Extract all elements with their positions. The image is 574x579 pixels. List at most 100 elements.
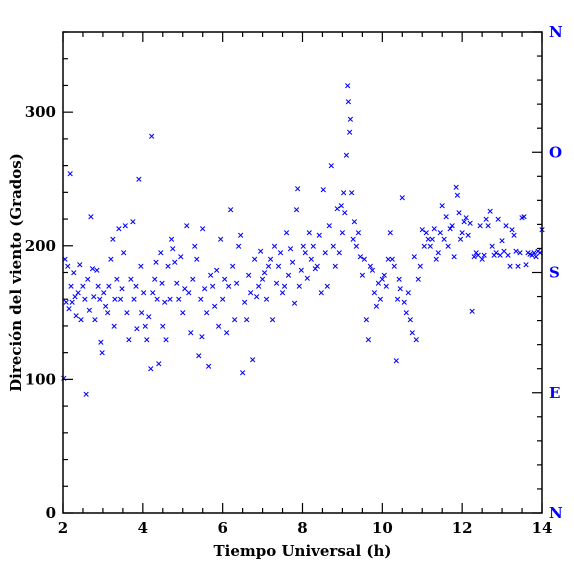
data-point: × <box>351 218 359 228</box>
data-point: × <box>319 186 327 196</box>
data-point: × <box>133 325 141 335</box>
data-point: × <box>199 224 207 234</box>
data-point: × <box>416 262 424 272</box>
data-point: × <box>403 309 411 319</box>
data-point: × <box>480 251 488 261</box>
data-point: × <box>269 315 277 325</box>
data-point: × <box>227 206 235 216</box>
compass-label: S <box>549 264 560 282</box>
data-point: × <box>464 231 472 241</box>
data-point: × <box>76 260 84 270</box>
data-point: × <box>361 255 369 265</box>
data-point: × <box>347 115 355 125</box>
data-point: × <box>379 275 387 285</box>
y-tick-label: 100 <box>25 370 56 388</box>
data-point: × <box>115 224 123 234</box>
data-point: × <box>197 295 205 305</box>
data-point: × <box>506 262 514 272</box>
data-point: × <box>452 183 460 193</box>
data-point: × <box>294 184 302 194</box>
data-point: × <box>247 289 255 299</box>
data-point: × <box>472 248 480 258</box>
data-point: × <box>418 226 426 236</box>
data-point: × <box>298 266 306 276</box>
data-point: × <box>329 242 337 252</box>
data-point: × <box>474 251 482 261</box>
data-point: × <box>460 218 468 228</box>
data-point: × <box>267 255 275 265</box>
data-point: × <box>86 306 94 316</box>
data-point: × <box>93 266 101 276</box>
data-point: × <box>344 81 352 91</box>
data-points: × × × × × × × × × × × × × × × × × × × × × × × × × × × × × × × × × × × × × × × ×… <box>60 81 546 400</box>
data-point: × <box>171 258 179 268</box>
data-point: × <box>96 295 104 305</box>
data-point: × <box>111 295 119 305</box>
data-point: × <box>337 202 345 212</box>
data-point: × <box>241 298 249 308</box>
data-point: × <box>359 271 367 281</box>
data-point: × <box>152 258 160 268</box>
y-tick-label: 0 <box>46 504 56 522</box>
data-point: × <box>62 298 70 308</box>
data-point: × <box>201 285 209 295</box>
data-point: × <box>486 207 494 217</box>
data-point: × <box>428 235 436 245</box>
data-point: × <box>94 282 102 292</box>
data-point: × <box>138 309 146 319</box>
data-point: × <box>70 269 78 279</box>
data-point: × <box>335 248 343 258</box>
data-point: × <box>391 262 399 272</box>
data-point: × <box>164 262 172 272</box>
data-point: × <box>181 285 189 295</box>
data-point: × <box>434 248 442 258</box>
data-point: × <box>302 248 310 258</box>
data-point: × <box>310 242 318 252</box>
data-point: × <box>520 212 528 222</box>
data-point: × <box>518 214 526 224</box>
y-tick-label: 300 <box>25 103 56 121</box>
compass-label: O <box>549 143 562 161</box>
data-point: × <box>211 302 219 312</box>
data-point: × <box>177 252 185 262</box>
data-point: × <box>346 128 354 138</box>
data-point: × <box>532 252 540 262</box>
data-point: × <box>125 335 133 345</box>
data-point: × <box>536 248 544 258</box>
data-point: × <box>129 218 137 228</box>
data-point: × <box>81 295 89 305</box>
data-point: × <box>470 252 478 262</box>
data-point: × <box>494 215 502 225</box>
data-point: × <box>444 242 452 252</box>
data-point: × <box>377 295 385 305</box>
data-point: × <box>514 262 522 272</box>
x-axis-title: Tiempo Universal (h) <box>213 542 391 560</box>
data-point: × <box>82 390 90 400</box>
data-point: × <box>107 255 115 265</box>
data-point: × <box>454 191 462 201</box>
data-point: × <box>373 302 381 312</box>
x-tick-label: 12 <box>452 519 473 537</box>
data-point: × <box>279 289 287 299</box>
data-point: × <box>348 188 356 198</box>
data-point: × <box>395 275 403 285</box>
data-point: × <box>526 250 534 260</box>
data-point: × <box>153 295 161 305</box>
data-point: × <box>426 242 434 252</box>
data-point: × <box>285 271 293 281</box>
data-point: × <box>450 252 458 262</box>
data-point: × <box>147 365 155 375</box>
data-point: × <box>436 228 444 238</box>
data-point: × <box>410 252 418 262</box>
data-point: × <box>173 279 181 289</box>
data-point: × <box>189 275 197 285</box>
data-point: × <box>127 275 135 285</box>
data-point: × <box>522 260 530 270</box>
data-point: × <box>308 255 316 265</box>
x-tick-label: 14 <box>532 519 553 537</box>
axis-ticks <box>62 31 543 514</box>
data-point: × <box>484 222 492 232</box>
data-point: × <box>446 224 454 234</box>
data-point: × <box>340 188 348 198</box>
